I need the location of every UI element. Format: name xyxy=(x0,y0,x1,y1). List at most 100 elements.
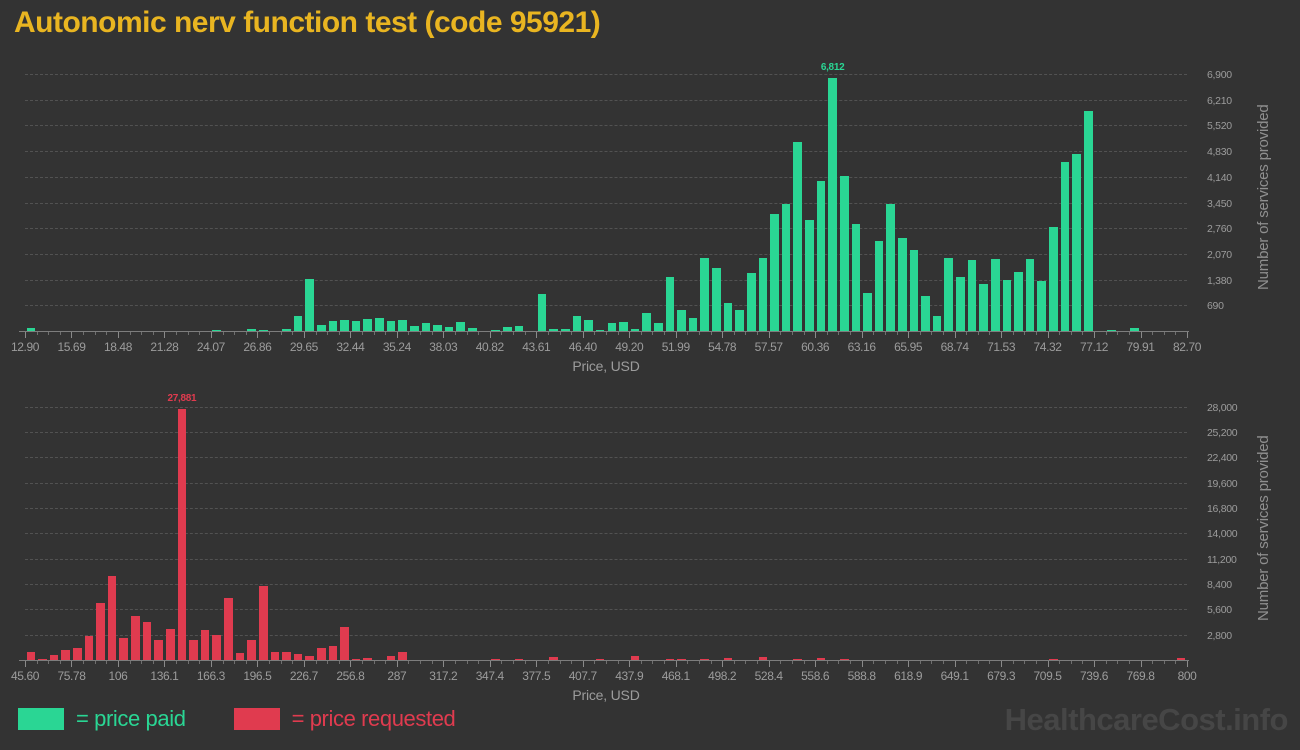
price-requested-legend-label: = price requested xyxy=(291,706,456,731)
bar xyxy=(665,658,675,661)
x-axis-minor-tick xyxy=(838,661,840,664)
x-axis-minor-tick xyxy=(222,332,224,335)
x-axis-major-tick xyxy=(675,332,677,338)
x-axis-tick-label: 196.5 xyxy=(243,669,272,683)
x-axis-minor-tick xyxy=(269,332,271,335)
bar xyxy=(630,328,640,332)
x-axis-minor-tick xyxy=(199,332,201,335)
x-axis-minor-tick xyxy=(757,332,759,335)
bar xyxy=(921,296,930,332)
bar xyxy=(386,656,396,661)
x-axis-minor-tick xyxy=(361,661,363,664)
x-axis-minor-tick xyxy=(234,332,236,335)
x-axis-major-tick xyxy=(443,661,445,667)
x-axis-minor-tick xyxy=(1163,332,1165,335)
x-axis-minor-tick xyxy=(36,332,38,335)
x-axis-tick-label: 588.8 xyxy=(847,669,876,683)
bar xyxy=(293,654,303,661)
y-axis-tick-label: 19,600 xyxy=(1207,477,1238,490)
x-axis-major-tick xyxy=(629,661,631,667)
bar xyxy=(979,283,988,332)
x-axis-major-tick xyxy=(25,332,26,338)
x-axis-minor-tick xyxy=(59,332,61,335)
gridline xyxy=(25,482,1187,484)
x-axis-minor-tick xyxy=(873,661,875,664)
x-axis-minor-tick xyxy=(1175,661,1177,664)
bar xyxy=(131,615,140,661)
bar xyxy=(816,657,826,661)
x-axis-minor-tick xyxy=(942,332,944,335)
x-axis-major-tick xyxy=(117,332,119,338)
bar xyxy=(1049,227,1058,332)
bar xyxy=(200,629,210,661)
x-axis-major-tick xyxy=(443,332,445,338)
peak-value-annotation: 27,881 xyxy=(167,392,197,404)
bar xyxy=(433,325,442,332)
x-axis-minor-tick xyxy=(606,332,607,335)
x-axis-minor-tick xyxy=(129,332,131,335)
x-axis-minor-tick xyxy=(501,661,503,664)
x-axis-minor-tick xyxy=(803,332,805,335)
x-axis-minor-tick xyxy=(152,332,154,335)
x-axis-tick-label: 82.70 xyxy=(1172,340,1202,354)
x-axis-tick-label: 136.1 xyxy=(150,669,179,683)
x-axis-tick-label: 51.99 xyxy=(661,340,690,354)
gridline xyxy=(25,457,1187,459)
x-axis-tick-label: 26.86 xyxy=(243,340,272,354)
x-axis-minor-tick xyxy=(292,332,294,335)
bar xyxy=(61,650,70,661)
bar xyxy=(909,249,919,332)
gridline xyxy=(25,533,1187,535)
bar xyxy=(49,654,59,661)
x-axis-minor-tick xyxy=(687,661,689,664)
x-axis-minor-tick xyxy=(1012,661,1014,664)
x-axis-minor-tick xyxy=(83,332,85,335)
price-requested-y-axis-label: Number of services provided xyxy=(1255,435,1272,621)
x-axis-minor-tick xyxy=(1024,332,1026,335)
x-axis-minor-tick xyxy=(420,332,422,335)
x-axis-minor-tick xyxy=(1152,332,1154,335)
x-axis-minor-tick xyxy=(838,332,840,335)
x-axis-minor-tick xyxy=(478,661,480,664)
x-axis-tick-label: 32.44 xyxy=(336,340,365,354)
gridline xyxy=(25,253,1187,255)
bar xyxy=(107,575,117,661)
bar xyxy=(258,329,268,332)
x-axis-minor-tick xyxy=(606,661,607,664)
x-axis-major-tick xyxy=(675,661,677,667)
gridline xyxy=(25,558,1187,560)
x-axis-minor-tick xyxy=(989,661,991,664)
x-axis-tick-label: 15.69 xyxy=(57,340,86,354)
x-axis-tick-label: 649.1 xyxy=(940,669,969,683)
x-axis-line xyxy=(19,660,1189,661)
bar xyxy=(119,637,129,661)
x-axis-minor-tick xyxy=(280,661,282,664)
gridline xyxy=(25,125,1187,127)
bar xyxy=(375,317,384,332)
gridline xyxy=(25,74,1187,76)
x-axis-major-tick xyxy=(861,332,863,338)
x-axis-minor-tick xyxy=(1012,332,1014,335)
x-axis-minor-tick xyxy=(966,661,968,664)
bar xyxy=(96,602,105,661)
x-axis-tick-label: 12.90 xyxy=(10,340,40,354)
bar xyxy=(351,321,361,332)
x-axis-minor-tick xyxy=(280,332,282,335)
x-axis-major-tick xyxy=(629,332,631,338)
x-axis-minor-tick xyxy=(791,661,793,664)
x-axis-major-tick xyxy=(1187,332,1188,338)
bar xyxy=(1072,153,1081,332)
y-axis-tick-label: 5,600 xyxy=(1207,604,1232,617)
x-axis-minor-tick xyxy=(571,661,573,664)
price-paid-histogram: 690 1,380 2,070 2,760 3,450 4,140 4,830 5,520 6,… xyxy=(11,62,1272,374)
bar xyxy=(282,328,291,332)
bar xyxy=(270,652,280,661)
x-axis-major-tick xyxy=(722,332,724,338)
x-axis-minor-tick xyxy=(338,661,340,664)
bar xyxy=(340,319,349,332)
bar xyxy=(351,658,361,661)
x-axis-major-tick xyxy=(1140,661,1142,667)
x-axis-tick-label: 739.6 xyxy=(1080,669,1109,683)
x-axis-tick-label: 21.28 xyxy=(150,340,179,354)
x-axis-minor-tick xyxy=(1059,661,1061,664)
